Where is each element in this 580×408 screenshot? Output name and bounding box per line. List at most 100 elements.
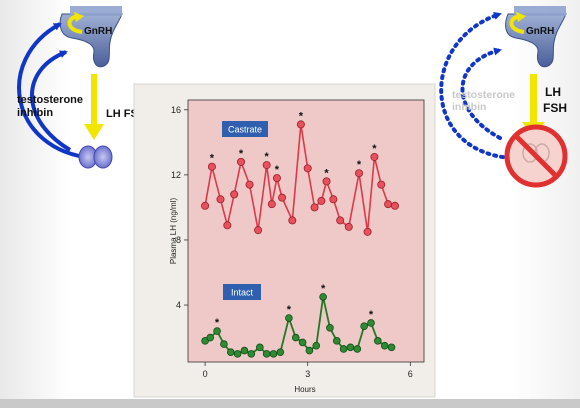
castrate-data-point bbox=[317, 196, 326, 205]
castrate-data-point bbox=[288, 216, 297, 225]
castrate-peak-marker: * bbox=[275, 164, 280, 176]
intact-data-point bbox=[353, 345, 362, 353]
intact-data-point bbox=[380, 341, 389, 350]
y-tick-label: 12 bbox=[171, 170, 181, 180]
right-lh-label: LH bbox=[545, 85, 561, 99]
intact-data-point bbox=[256, 343, 264, 352]
chart-series: * * * * * * * * * * * * bbox=[201, 110, 399, 358]
castrate-peak-marker: * bbox=[357, 159, 362, 171]
intact-data-point bbox=[247, 350, 256, 358]
y-tick-label: 4 bbox=[176, 300, 181, 310]
x-tick-label: 0 bbox=[203, 369, 208, 379]
left-feedback-arrow-outer bbox=[17, 22, 93, 160]
castrate-data-point bbox=[322, 177, 331, 186]
y-axis-label: Plasma LH (ng/ml) bbox=[169, 198, 178, 265]
castrate-data-point bbox=[355, 169, 364, 178]
castrate-data-point bbox=[278, 193, 287, 202]
intact-peak-marker: * bbox=[321, 283, 326, 295]
intact-data-point bbox=[326, 324, 334, 332]
right-fsh-label: FSH bbox=[543, 101, 567, 115]
right-feedback-diagram: GnRH testosterone inhibin LH FSH bbox=[439, 6, 568, 188]
castrate-data-point bbox=[216, 195, 225, 204]
right-feedback-dotted-outer bbox=[439, 12, 512, 160]
castrate-data-point bbox=[329, 195, 338, 204]
x-tick-label: 3 bbox=[305, 369, 310, 379]
intact-peak-marker: * bbox=[287, 304, 292, 316]
intact-data-point bbox=[206, 333, 215, 342]
right-lh-fsh-arrow-shaft bbox=[530, 74, 537, 126]
left-hypothalamus-top bbox=[70, 6, 122, 16]
castrate-data-point bbox=[223, 221, 232, 230]
left-lh-fsh-arrowhead bbox=[84, 124, 104, 140]
castrate-peak-marker: * bbox=[372, 143, 377, 155]
intact-data-point bbox=[240, 346, 249, 355]
x-axis-label: Hours bbox=[294, 385, 315, 394]
castrate-data-point bbox=[254, 226, 263, 235]
lh-pulse-chart: 4 8 12 16 0 3 6 * * * * * * * * * * * * Castrate Intact H… bbox=[133, 83, 436, 398]
castrate-peak-marker: * bbox=[324, 167, 329, 179]
castrate-data-point bbox=[237, 157, 246, 166]
right-gnrh-label: GnRH bbox=[526, 26, 554, 37]
castrate-peak-marker: * bbox=[265, 151, 270, 163]
left-lh-fsh-arrow-shaft bbox=[91, 74, 97, 128]
slide-bottom-bar bbox=[0, 399, 580, 408]
left-testosterone-label: testosterone bbox=[17, 94, 83, 106]
intact-data-point bbox=[319, 293, 327, 301]
castrate-data-point bbox=[377, 180, 386, 189]
left-gnrh-label: GnRH bbox=[84, 26, 112, 37]
intact-data-point bbox=[233, 350, 242, 358]
right-gnrh-loop-arrowhead bbox=[516, 12, 526, 22]
castrate-data-point bbox=[384, 200, 393, 209]
intact-data-point bbox=[339, 345, 348, 353]
castrate-data-point bbox=[207, 162, 216, 171]
right-pituitary-shape bbox=[505, 13, 567, 68]
intact-data-point bbox=[213, 327, 221, 335]
castrate-data-point bbox=[262, 161, 271, 170]
x-tick-label: 6 bbox=[408, 369, 413, 379]
intact-data-point bbox=[285, 314, 293, 322]
legend-intact-label: Intact bbox=[231, 288, 254, 298]
right-hypothalamus-top bbox=[514, 6, 566, 16]
no-testes-prohibition-icon bbox=[504, 124, 568, 188]
intact-data-point bbox=[291, 333, 300, 342]
castrate-data-point bbox=[344, 222, 353, 231]
right-testosterone-label: testosterone bbox=[452, 89, 515, 101]
castrate-data-point bbox=[267, 200, 276, 209]
castrate-peak-marker: * bbox=[239, 148, 244, 160]
castrate-data-point bbox=[296, 120, 305, 129]
castrate-data-point bbox=[370, 152, 379, 161]
intact-data-point bbox=[387, 343, 396, 352]
left-gnrh-loop-arrowhead bbox=[74, 12, 84, 22]
castrate-peak-marker: * bbox=[299, 110, 304, 122]
intact-data-point bbox=[262, 350, 271, 358]
intact-data-point bbox=[276, 348, 285, 357]
intact-data-point bbox=[220, 340, 228, 348]
castrate-data-point bbox=[336, 216, 345, 225]
legend-castrate-label: Castrate bbox=[228, 125, 262, 135]
intact-data-point bbox=[367, 319, 375, 327]
castrate-data-point bbox=[310, 203, 319, 212]
intact-data-point bbox=[346, 343, 355, 352]
castrate-data-point bbox=[245, 180, 254, 189]
intact-data-point bbox=[312, 341, 321, 350]
castrate-data-point bbox=[272, 174, 281, 183]
right-inhibin-label: inhibin bbox=[452, 101, 486, 113]
castrate-peak-marker: * bbox=[210, 153, 215, 165]
left-inhibin-label: inhibin bbox=[17, 107, 53, 119]
y-tick-label: 16 bbox=[171, 105, 181, 115]
right-feedback-dotted-inner bbox=[460, 47, 502, 140]
intact-peak-marker: * bbox=[215, 317, 220, 329]
left-testis-2 bbox=[93, 145, 113, 169]
intact-peak-marker: * bbox=[369, 309, 374, 321]
intact-data-point bbox=[226, 348, 235, 357]
legend-intact: Intact bbox=[223, 284, 261, 300]
legend-castrate: Castrate bbox=[222, 121, 268, 137]
castrate-data-point bbox=[390, 201, 399, 210]
castrate-data-point bbox=[230, 190, 239, 199]
castrate-data-point bbox=[363, 227, 372, 236]
intact-data-point bbox=[360, 322, 368, 330]
intact-data-point bbox=[332, 337, 341, 345]
intact-data-point bbox=[374, 337, 382, 345]
intact-data-point bbox=[305, 346, 314, 355]
